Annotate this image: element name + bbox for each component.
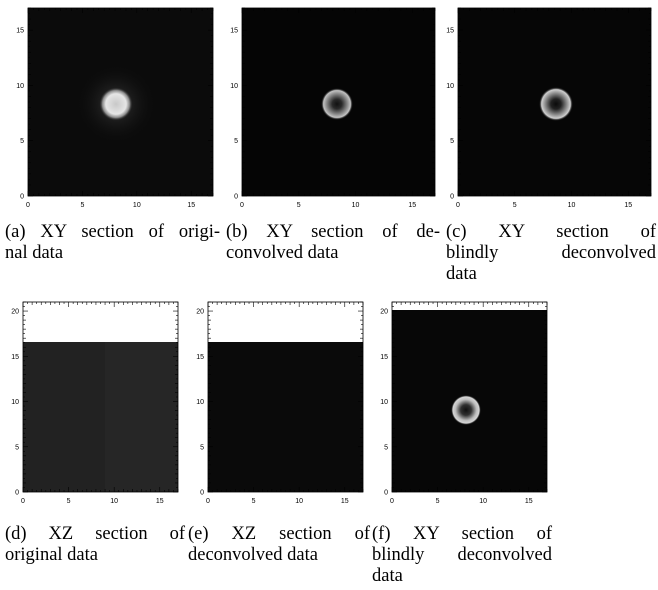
caption-line: blindly deconvolved <box>446 243 656 263</box>
y-tick-label: 15 <box>11 354 19 361</box>
caption-line: deconvolved data <box>188 545 318 565</box>
caption-line: (c) XY section of <box>446 222 656 242</box>
y-tick-label: 10 <box>16 83 24 90</box>
x-tick-label: 5 <box>513 202 517 209</box>
x-tick-label: 10 <box>568 202 576 209</box>
caption-line: original data <box>5 545 98 565</box>
panel-d: 0 5 10 15 0 5 10 15 20 <box>0 296 185 506</box>
spot <box>451 395 481 425</box>
y-tick-label: 15 <box>196 354 204 361</box>
y-tick-label: 0 <box>15 490 19 497</box>
caption-line: data <box>446 264 477 284</box>
caption-c: (c) XY section of blindly deconvolved da… <box>446 222 656 285</box>
caption-line: (d) XZ section of <box>5 524 185 544</box>
panel-e-plot: 0 5 10 15 0 5 10 15 20 <box>196 301 364 505</box>
y-tick-label: 20 <box>196 309 204 316</box>
caption-line: nal data <box>5 243 64 263</box>
x-tick-label: 15 <box>187 202 195 209</box>
caption-line: blindly deconvolved <box>372 545 552 565</box>
image-shade <box>105 342 178 492</box>
y-tick-label: 5 <box>450 138 454 145</box>
y-tick-label: 15 <box>380 354 388 361</box>
caption-b: (b) XY section of de- convolved data <box>226 222 440 264</box>
caption-a: (a) XY section of origi- nal data <box>5 222 220 264</box>
y-tick-label: 15 <box>446 28 454 35</box>
panel-f: 0 5 10 15 0 5 10 15 20 <box>372 296 557 506</box>
x-tick-label: 0 <box>21 498 25 505</box>
caption-d: (d) XZ section of original data <box>5 524 185 566</box>
caption-line: (a) XY section of origi- <box>5 222 220 242</box>
y-tick-label: 10 <box>11 399 19 406</box>
caption-f: (f) XY section of blindly deconvolved da… <box>372 524 552 587</box>
x-tick-label: 0 <box>206 498 210 505</box>
x-tick-label: 5 <box>297 202 301 209</box>
y-tick-label: 15 <box>16 28 24 35</box>
y-tick-label: 5 <box>15 444 19 451</box>
x-tick-label: 10 <box>110 498 118 505</box>
caption-line: data <box>372 566 403 586</box>
y-tick-label: 10 <box>380 399 388 406</box>
y-tick-label: 0 <box>384 490 388 497</box>
panel-d-plot: 0 5 10 15 0 5 10 15 20 <box>11 301 179 505</box>
y-tick-label: 5 <box>200 444 204 451</box>
panel-b-plot: 0 5 10 15 0 5 10 15 <box>230 7 436 209</box>
image-area <box>208 342 363 492</box>
caption-e: (e) XZ section of deconvolved data <box>188 524 370 566</box>
y-tick-label: 20 <box>11 309 19 316</box>
spot <box>99 87 133 121</box>
x-tick-label: 0 <box>390 498 394 505</box>
x-tick-label: 0 <box>240 202 244 209</box>
panel-a-plot: 0 5 10 15 0 5 10 15 <box>16 7 214 209</box>
x-tick-label: 15 <box>408 202 416 209</box>
x-tick-label: 5 <box>67 498 71 505</box>
x-tick-label: 0 <box>26 202 30 209</box>
panel-c-plot: 0 5 10 15 0 5 10 15 <box>446 7 652 209</box>
y-tick-label: 0 <box>234 194 238 201</box>
y-tick-label: 10 <box>446 83 454 90</box>
y-tick-label: 5 <box>20 138 24 145</box>
x-tick-label: 10 <box>133 202 141 209</box>
y-tick-label: 5 <box>234 138 238 145</box>
spot <box>321 88 353 120</box>
x-tick-label: 15 <box>624 202 632 209</box>
x-tick-label: 10 <box>479 498 487 505</box>
y-tick-label: 20 <box>380 309 388 316</box>
panel-e: 0 5 10 15 0 5 10 15 20 <box>186 296 371 506</box>
y-tick-label: 5 <box>384 444 388 451</box>
x-tick-label: 5 <box>80 202 84 209</box>
x-tick-label: 5 <box>252 498 256 505</box>
x-tick-label: 15 <box>525 498 533 505</box>
y-tick-label: 15 <box>230 28 238 35</box>
y-tick-label: 0 <box>200 490 204 497</box>
caption-line: (b) XY section of de- <box>226 222 440 242</box>
y-tick-label: 10 <box>196 399 204 406</box>
x-tick-label: 15 <box>156 498 164 505</box>
y-tick-label: 0 <box>20 194 24 201</box>
caption-line: (f) XY section of <box>372 524 552 544</box>
caption-line: (e) XZ section of <box>188 524 370 544</box>
panel-c: 0 5 10 15 0 5 10 15 <box>444 0 658 220</box>
x-tick-label: 0 <box>456 202 460 209</box>
panel-a: 0 5 10 15 0 5 10 15 <box>0 0 215 220</box>
spot <box>539 87 573 121</box>
panel-b: 0 5 10 15 0 5 10 15 <box>222 0 437 220</box>
x-tick-label: 10 <box>352 202 360 209</box>
x-tick-label: 5 <box>436 498 440 505</box>
x-tick-label: 15 <box>341 498 349 505</box>
x-tick-label: 10 <box>295 498 303 505</box>
panel-f-plot: 0 5 10 15 0 5 10 15 20 <box>380 301 548 505</box>
y-tick-label: 0 <box>450 194 454 201</box>
caption-line: convolved data <box>226 243 339 263</box>
y-tick-label: 10 <box>230 83 238 90</box>
